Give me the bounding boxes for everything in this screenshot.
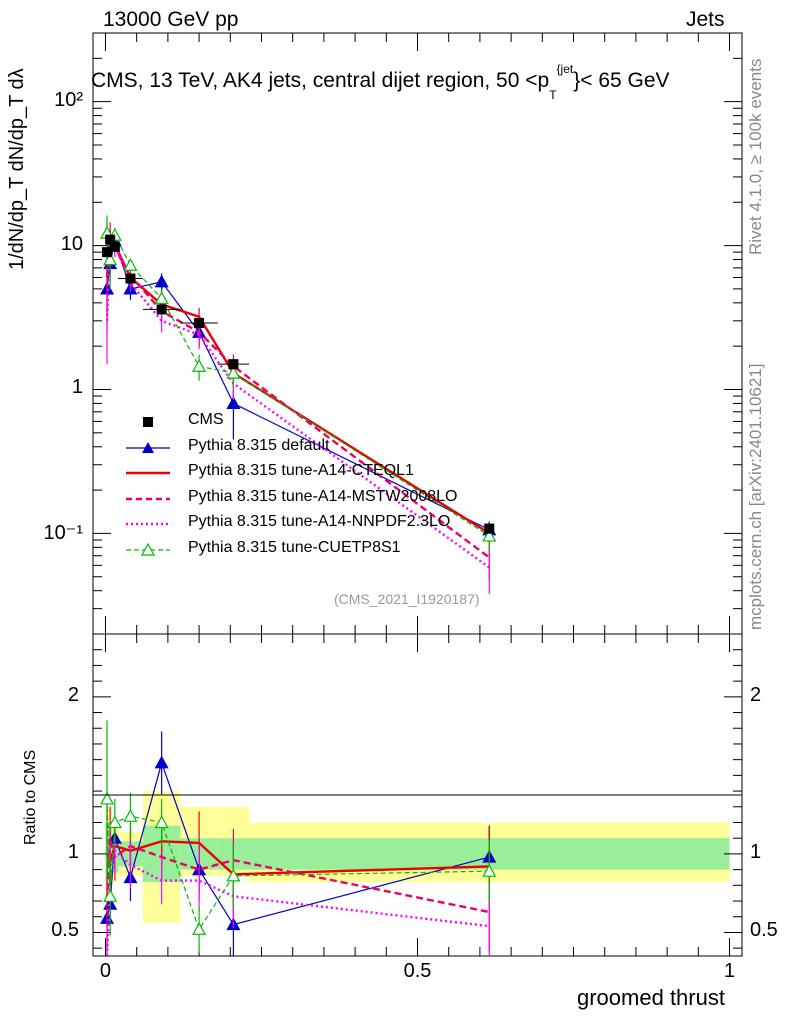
legend-entry-mstw: Pythia 8.315 tune-A14-MSTW2008LO — [118, 487, 538, 513]
legend-label: Pythia 8.315 tune-CUETP8S1 — [188, 538, 401, 556]
legend-label: Pythia 8.315 tune-A14-CTEQL1 — [188, 462, 414, 479]
plot-title-sub: T — [549, 88, 557, 102]
legend-entry-cteql1: Pythia 8.315 tune-A14-CTEQL1 — [118, 461, 538, 487]
ratio-y-tick-label-right: 2 — [750, 683, 762, 706]
data-point — [482, 528, 497, 542]
data-point — [192, 359, 207, 372]
legend-entry-cms: CMS — [118, 410, 538, 436]
main-y-tick-label: 10 — [60, 232, 83, 255]
main-y-tick-label: 1 — [71, 376, 83, 399]
data-point — [154, 291, 169, 304]
cms-data-point — [156, 304, 167, 315]
plot-title: CMS, 13 TeV, AK4 jets, central dijet reg… — [91, 62, 670, 102]
ratio-y-tick-label: 2 — [67, 683, 79, 706]
analysis-id: (CMS_2021_I1920187) — [334, 591, 480, 607]
ratio-point — [482, 863, 497, 877]
ratio-line-2 — [105, 837, 490, 914]
ratio-y-tick-label-right: 1 — [750, 840, 762, 863]
ratio-point — [107, 815, 122, 829]
series-line-5 — [106, 233, 490, 537]
x-axis-label: groomed thrust — [577, 985, 725, 1010]
cms-data-point — [102, 247, 113, 258]
rivet-version-label: Rivet 4.1.0, ≥ 100k events — [746, 58, 765, 255]
cms-data-point — [228, 359, 239, 370]
category-label: Jets — [686, 8, 725, 31]
ratio-y-tick-label: 1 — [67, 840, 79, 863]
x-tick-label: 1 — [723, 960, 736, 982]
data-point — [103, 252, 118, 266]
legend-entry-default: Pythia 8.315 default — [118, 436, 538, 462]
legend-entry-nnpdf: Pythia 8.315 tune-A14-NNPDF2.3LO — [118, 512, 538, 538]
cms-data-point — [125, 273, 136, 284]
ratio-line-1 — [105, 840, 490, 876]
x-tick-label: 0.5 — [403, 960, 432, 982]
main-y-tick-label: 10² — [54, 88, 83, 111]
main-y-axis-label: 1/dN/dp_T dN/dp_T dλ — [6, 68, 28, 270]
ratio-point — [154, 815, 169, 829]
main-y-tick-label: 10⁻¹ — [43, 522, 83, 545]
ratio-y-axis-label: Ratio to CMS — [22, 749, 39, 845]
plot-title-main: CMS, 13 TeV, AK4 jets, central dijet reg… — [91, 69, 550, 92]
x-tick-label: 0 — [99, 960, 112, 982]
ratio-point — [103, 889, 118, 902]
legend: CMS Pythia 8.315 default Pythia 8.315 tu… — [118, 410, 538, 563]
ratio-point — [123, 808, 138, 822]
ratio-line-4 — [106, 798, 490, 931]
cms-data-point — [194, 317, 205, 328]
ratio-y-tick-label-right: 0.5 — [750, 919, 778, 942]
data-point — [123, 257, 138, 271]
data-point — [226, 396, 241, 410]
ratio-line-3 — [105, 848, 490, 957]
plot-title-end: }< 65 GeV — [573, 69, 670, 92]
ratio-point — [192, 922, 207, 935]
ratio-y-tick-label: 0.5 — [51, 919, 79, 942]
ratio-point — [154, 755, 169, 769]
ratio-point — [100, 791, 115, 805]
ratio-point — [226, 868, 241, 882]
legend-label: CMS — [188, 411, 224, 428]
cms-data-point — [484, 523, 495, 534]
mcplots-label: mcplots.cern.ch [arXiv:2401.10621] — [746, 363, 765, 630]
legend-label: Pythia 8.315 tune-A14-MSTW2008LO — [188, 487, 458, 505]
cms-data-point — [109, 241, 120, 252]
data-point — [226, 365, 241, 379]
cms-data-point — [105, 234, 116, 245]
data-point — [154, 274, 169, 288]
legend-label: Pythia 8.315 default — [188, 436, 330, 454]
plot-title-sup: {jet — [556, 62, 574, 76]
legend-label: Pythia 8.315 tune-A14-NNPDF2.3LO — [188, 513, 451, 530]
legend-entry-cuetp8s1: Pythia 8.315 tune-CUETP8S1 — [118, 538, 538, 564]
energy-label: 13000 GeV pp — [103, 8, 239, 31]
